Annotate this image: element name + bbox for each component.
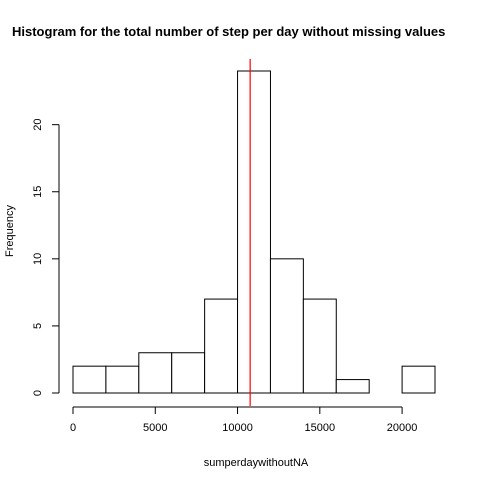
histogram-bar-4000-6000 bbox=[138, 352, 173, 394]
histogram-bar-2000-4000 bbox=[105, 365, 140, 394]
bars-group bbox=[72, 70, 436, 394]
histogram-bar-16000-18000 bbox=[335, 379, 370, 394]
histogram-bar-12000-14000 bbox=[269, 258, 304, 394]
y-tick-label: 5 bbox=[32, 323, 44, 329]
chart-title: Histogram for the total number of step p… bbox=[12, 24, 445, 39]
x-tick-label: 5000 bbox=[143, 422, 167, 434]
x-tick-label: 20000 bbox=[387, 422, 418, 434]
y-axis-label: Frequency bbox=[4, 205, 16, 257]
y-tick-label: 20 bbox=[32, 119, 44, 131]
histogram-bar-0-2000 bbox=[72, 365, 107, 394]
histogram-bar-8000-10000 bbox=[204, 298, 239, 394]
y-axis: 0 5 10 15 20 bbox=[32, 119, 60, 396]
y-tick-label: 0 bbox=[32, 390, 44, 396]
x-axis-label: sumperdaywithoutNA bbox=[204, 457, 309, 469]
x-tick-label: 10000 bbox=[222, 422, 253, 434]
histogram-bar-14000-16000 bbox=[302, 298, 337, 394]
x-tick-label: 15000 bbox=[305, 422, 336, 434]
histogram-bar-6000-8000 bbox=[171, 352, 206, 394]
histogram-bar-10000-12000 bbox=[237, 70, 271, 394]
histogram-bar-20000-22000 bbox=[401, 365, 436, 394]
y-tick-label: 15 bbox=[32, 186, 44, 198]
x-axis: 0 5000 10000 15000 20000 bbox=[70, 406, 418, 434]
y-tick-label: 10 bbox=[32, 253, 44, 265]
x-tick-label: 0 bbox=[70, 422, 76, 434]
